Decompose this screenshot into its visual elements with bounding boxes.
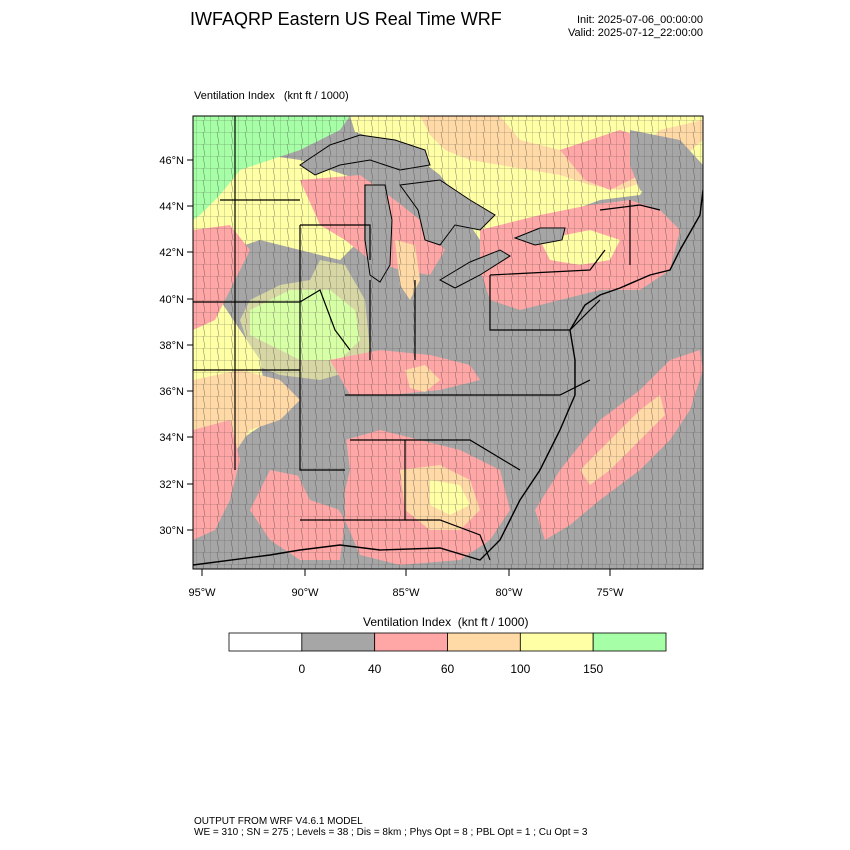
lon-tick-label: 95°W [188,587,216,599]
lat-tick-label: 44°N [159,201,184,213]
lat-tick-label: 42°N [159,247,184,259]
lat-tick-label: 36°N [159,386,184,398]
plot-label: Ventilation Index (knt ft / 1000) [194,90,349,102]
colorbar-swatch [447,632,521,652]
colorbar-swatch [228,632,303,652]
model-info: OUTPUT FROM WRF V4.6.1 MODEL WE = 310 ; … [194,816,587,838]
colorbar-swatch [374,632,448,652]
lat-tick-label: 34°N [159,432,184,444]
colorbar: 0 40 60 100 150 [228,632,667,676]
colorbar-label: 100 [510,662,530,676]
lat-tick-label: 30°N [159,525,184,537]
colorbar-label: 40 [368,662,382,676]
init-time: Init: 2025-07-06_00:00:00 [577,14,703,26]
lat-tick-label: 40°N [159,294,184,306]
lon-tick-label: 75°W [596,587,624,599]
map-frame [192,115,704,570]
run-times: Init: 2025-07-06_00:00:00 Valid: 2025-07… [568,14,703,40]
county-lines [193,116,703,569]
colorbar-swatch [519,632,594,652]
lat-tick-label: 38°N [159,340,184,352]
latitude-axis: 46°N 44°N 42°N 40°N 38°N 36°N 34°N 32°N 30°N [159,155,193,537]
colorbar-swatch [592,632,667,652]
lon-tick-label: 85°W [392,587,420,599]
colorbar-label: 0 [298,662,305,676]
page-title: IWFAQRP Eastern US Real Time WRF [190,9,502,29]
state-boundaries [193,116,661,561]
model-info-line2: WE = 310 ; SN = 275 ; Levels = 38 ; Dis … [194,827,588,838]
coastline [193,189,703,566]
lat-tick-label: 32°N [159,479,184,491]
colorbar-label: 60 [441,662,455,676]
model-info-line1: OUTPUT FROM WRF V4.6.1 MODEL [194,816,363,827]
colorbar-swatch [301,632,376,652]
valid-time: Valid: 2025-07-12_22:00:00 [568,27,703,39]
lon-tick-label: 90°W [291,587,319,599]
colorbar-label: 150 [583,662,603,676]
lat-tick-label: 46°N [159,155,184,167]
longitude-axis: 95°W 90°W 85°W 80°W 75°W [188,569,624,599]
legend-title: Ventilation Index (knt ft / 1000) [363,615,529,629]
map-field [193,116,703,569]
lon-tick-label: 80°W [495,587,523,599]
